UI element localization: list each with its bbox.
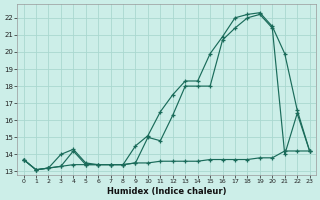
X-axis label: Humidex (Indice chaleur): Humidex (Indice chaleur) bbox=[107, 187, 226, 196]
